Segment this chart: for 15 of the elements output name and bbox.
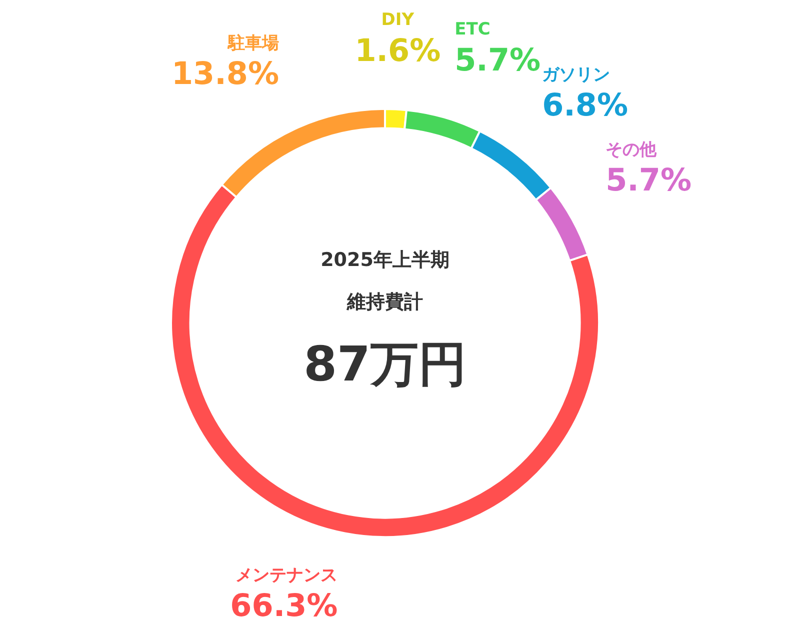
slice-label: ガソリン [542,64,610,85]
slice-label: ETC [454,20,490,40]
text: 87万円 [304,336,466,392]
slice-label: メンテナンス [236,565,338,586]
data-label: 5.7% [606,162,692,199]
data-label: 13.8% [171,56,280,92]
data-label: 1.6% [354,32,441,69]
text: 2025年上半期 [320,248,450,271]
slice-label: DIY [381,10,415,30]
data-label: 6.8% [542,87,628,124]
slice-label: その他 [606,140,658,160]
slice-label: 駐車場 [227,33,280,54]
text: 維持費計 [346,290,423,313]
data-label: 66.3% [230,588,338,624]
data-label: 5.7% [454,42,541,78]
